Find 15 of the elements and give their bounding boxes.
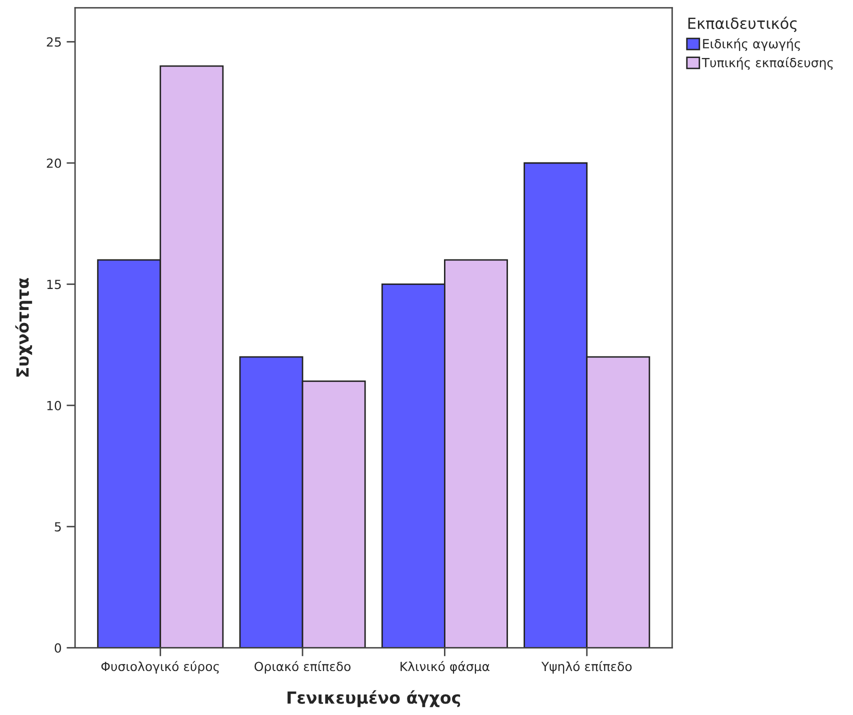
y-tick-label: 10 <box>47 400 62 410</box>
legend-label: Τυπικής εκπαίδευσης <box>702 57 833 70</box>
y-tick-label: 25 <box>46 37 61 47</box>
y-tick-label: 0 <box>54 643 62 653</box>
y-tick-label: 15 <box>47 280 61 290</box>
x-tick-label: Υψηλό επίπεδο <box>541 660 632 674</box>
x-tick-label: Κλινικό φάσμα <box>400 660 490 674</box>
x-tick-label: Οριακό επίπεδο <box>254 660 351 674</box>
legend-label: Ειδικής αγωγής <box>703 38 800 51</box>
y-tick-label: 5 <box>54 522 61 532</box>
x-axis-title: Γενικευμένο άγχος <box>288 690 460 708</box>
legend-title: Εκπαιδευτικός <box>688 16 797 32</box>
y-axis-title: Συχνότητα <box>15 278 32 377</box>
x-tick-label: Φυσιολογικό εύρος <box>101 660 219 674</box>
y-tick-label: 20 <box>46 158 62 168</box>
